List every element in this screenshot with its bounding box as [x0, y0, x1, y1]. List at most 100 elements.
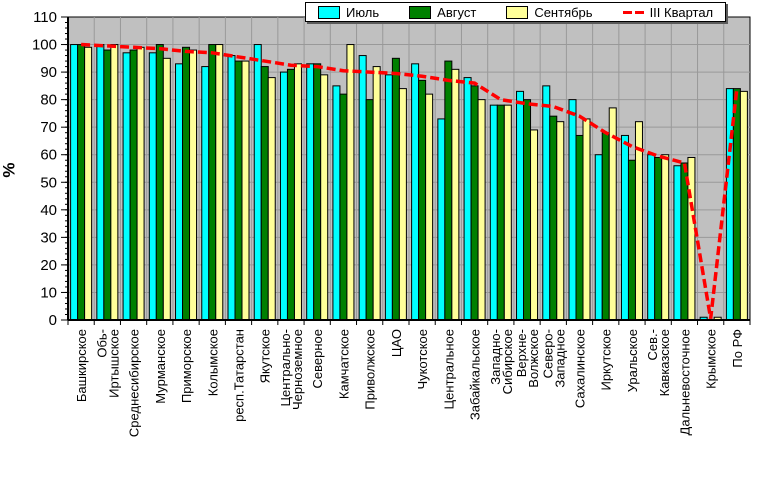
bar	[234, 60, 243, 321]
bar	[470, 85, 479, 321]
bar	[215, 44, 224, 321]
legend-dash-icon	[622, 10, 644, 14]
x-tick-label: респ.Татарстан	[232, 329, 247, 422]
bar	[680, 162, 689, 321]
bar	[339, 93, 348, 321]
x-tick-label: Центральное	[441, 329, 456, 409]
bar	[647, 154, 656, 321]
svg-text:20: 20	[40, 257, 57, 274]
bar	[129, 49, 138, 321]
bar	[384, 74, 393, 321]
bar-series-2	[84, 44, 748, 321]
bar	[549, 115, 558, 321]
bar	[661, 154, 670, 321]
bar	[148, 52, 157, 321]
bar	[568, 99, 577, 321]
legend-swatch-august	[409, 5, 432, 19]
quarter-line	[81, 42, 739, 319]
legend-label-quarter: III Квартал	[649, 4, 714, 20]
bar	[77, 44, 86, 321]
bar	[477, 99, 486, 321]
bar	[332, 85, 341, 321]
x-axis-labels: Башкирское Обь-Иртышское Среднесибирское Му…	[74, 329, 745, 437]
bar	[489, 104, 498, 321]
bar	[365, 99, 374, 321]
bar	[260, 66, 269, 321]
bar	[398, 88, 407, 321]
bar	[286, 68, 295, 321]
bar	[110, 44, 119, 321]
legend-label-august: Август	[437, 4, 477, 20]
svg-text:50: 50	[40, 174, 57, 191]
bar	[358, 55, 367, 321]
bar	[739, 90, 748, 321]
x-tick-label: Сев.-Кавказское	[645, 329, 672, 396]
bar	[425, 93, 434, 321]
x-tick-label: Чукотское	[415, 329, 430, 390]
x-tick-label: Северо-Западное	[540, 329, 567, 388]
x-tick-label: ЦАО	[389, 329, 404, 357]
bar	[253, 44, 262, 321]
bar	[182, 46, 191, 321]
bar	[96, 44, 105, 321]
legend-swatch-july	[318, 5, 340, 19]
legend-label-september: Сентябрь	[534, 4, 593, 20]
bar	[320, 74, 329, 321]
bar	[411, 63, 420, 321]
bar	[418, 79, 427, 321]
bar	[437, 118, 446, 321]
bar	[523, 99, 532, 321]
bar	[306, 63, 315, 321]
bar	[516, 90, 525, 321]
svg-text:30: 30	[40, 229, 57, 246]
bar	[582, 118, 591, 321]
bar	[627, 159, 636, 321]
svg-text:90: 90	[40, 64, 57, 81]
x-tick-label: Приволжское	[363, 329, 378, 410]
bar	[201, 66, 210, 321]
x-tick-label: Приморское	[179, 329, 194, 403]
bar	[503, 104, 512, 321]
x-tick-label: Обь-Иртышское	[94, 329, 121, 398]
bar	[463, 77, 472, 321]
x-tick-label: По РФ	[730, 329, 745, 368]
x-tick-label: Камчатское	[336, 329, 351, 399]
bar	[313, 63, 322, 321]
x-tick-label: Сахалинское	[573, 329, 588, 408]
x-tick-label: Колымское	[205, 329, 220, 396]
bar	[530, 129, 539, 321]
bar	[391, 57, 400, 321]
bar	[444, 60, 453, 321]
svg-text:0: 0	[49, 312, 57, 329]
bar	[293, 63, 302, 321]
bar	[451, 68, 460, 321]
bar	[372, 66, 381, 321]
bar	[673, 165, 682, 321]
bar	[267, 77, 276, 321]
x-tick-label: Крымское	[704, 329, 719, 389]
bar	[620, 134, 629, 321]
bar	[654, 156, 663, 321]
bar	[594, 154, 603, 321]
bar	[208, 44, 217, 321]
bar	[542, 85, 551, 321]
bar	[241, 60, 250, 321]
bar	[279, 71, 288, 321]
bar	[496, 104, 505, 321]
bar	[601, 132, 610, 321]
bar	[227, 55, 236, 321]
bar	[136, 46, 145, 321]
svg-text:70: 70	[40, 119, 57, 136]
x-tick-label: Якутское	[258, 329, 273, 383]
svg-text:110: 110	[33, 9, 57, 26]
x-tick-label: Северное	[310, 329, 325, 388]
x-tick-label: Верхне-Волжское	[514, 329, 541, 388]
bar	[346, 44, 355, 321]
bar	[84, 46, 93, 321]
legend-item-august: Август	[409, 5, 476, 20]
bar	[175, 63, 184, 321]
bar	[70, 44, 79, 321]
x-tick-label: Среднесибирское	[127, 329, 142, 437]
bar	[608, 107, 617, 321]
